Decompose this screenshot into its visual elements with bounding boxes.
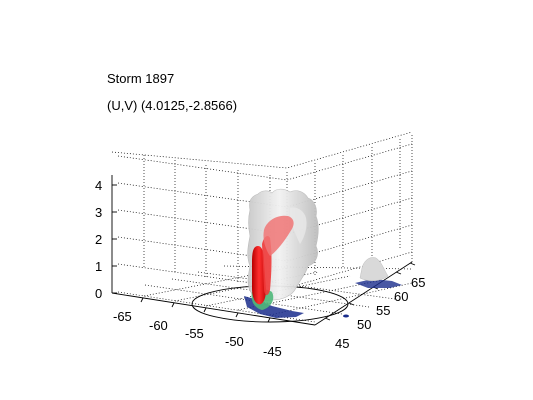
z-tick-label: 1 bbox=[95, 259, 102, 274]
y-tick-label: 65 bbox=[411, 275, 425, 290]
figure-title: Storm 1897 bbox=[107, 71, 174, 86]
x-tick-label: -55 bbox=[185, 326, 204, 341]
z-tick-label: 0 bbox=[95, 286, 102, 301]
x-tick-label: -50 bbox=[225, 334, 244, 349]
red-isosurface bbox=[252, 215, 294, 305]
x-tick-label: -45 bbox=[263, 344, 282, 359]
z-axis: 0 1 2 3 4 bbox=[95, 178, 117, 301]
y-tick-label: 45 bbox=[335, 336, 349, 351]
x-tick-label: -60 bbox=[149, 318, 168, 333]
y-tick-label: 60 bbox=[394, 289, 408, 304]
figure-subtitle: (U,V) (4.0125,-2.8566) bbox=[107, 98, 237, 113]
z-tick-label: 3 bbox=[95, 205, 102, 220]
x-tick-label: -65 bbox=[113, 309, 132, 324]
z-tick-label: 4 bbox=[95, 178, 102, 193]
z-tick-label: 2 bbox=[95, 232, 102, 247]
y-tick-label: 50 bbox=[357, 317, 371, 332]
x-axis: -65 -60 -55 -50 -45 bbox=[113, 297, 282, 359]
y-tick-label: 55 bbox=[376, 303, 390, 318]
y-axis: 45 50 55 60 65 bbox=[324, 262, 425, 351]
